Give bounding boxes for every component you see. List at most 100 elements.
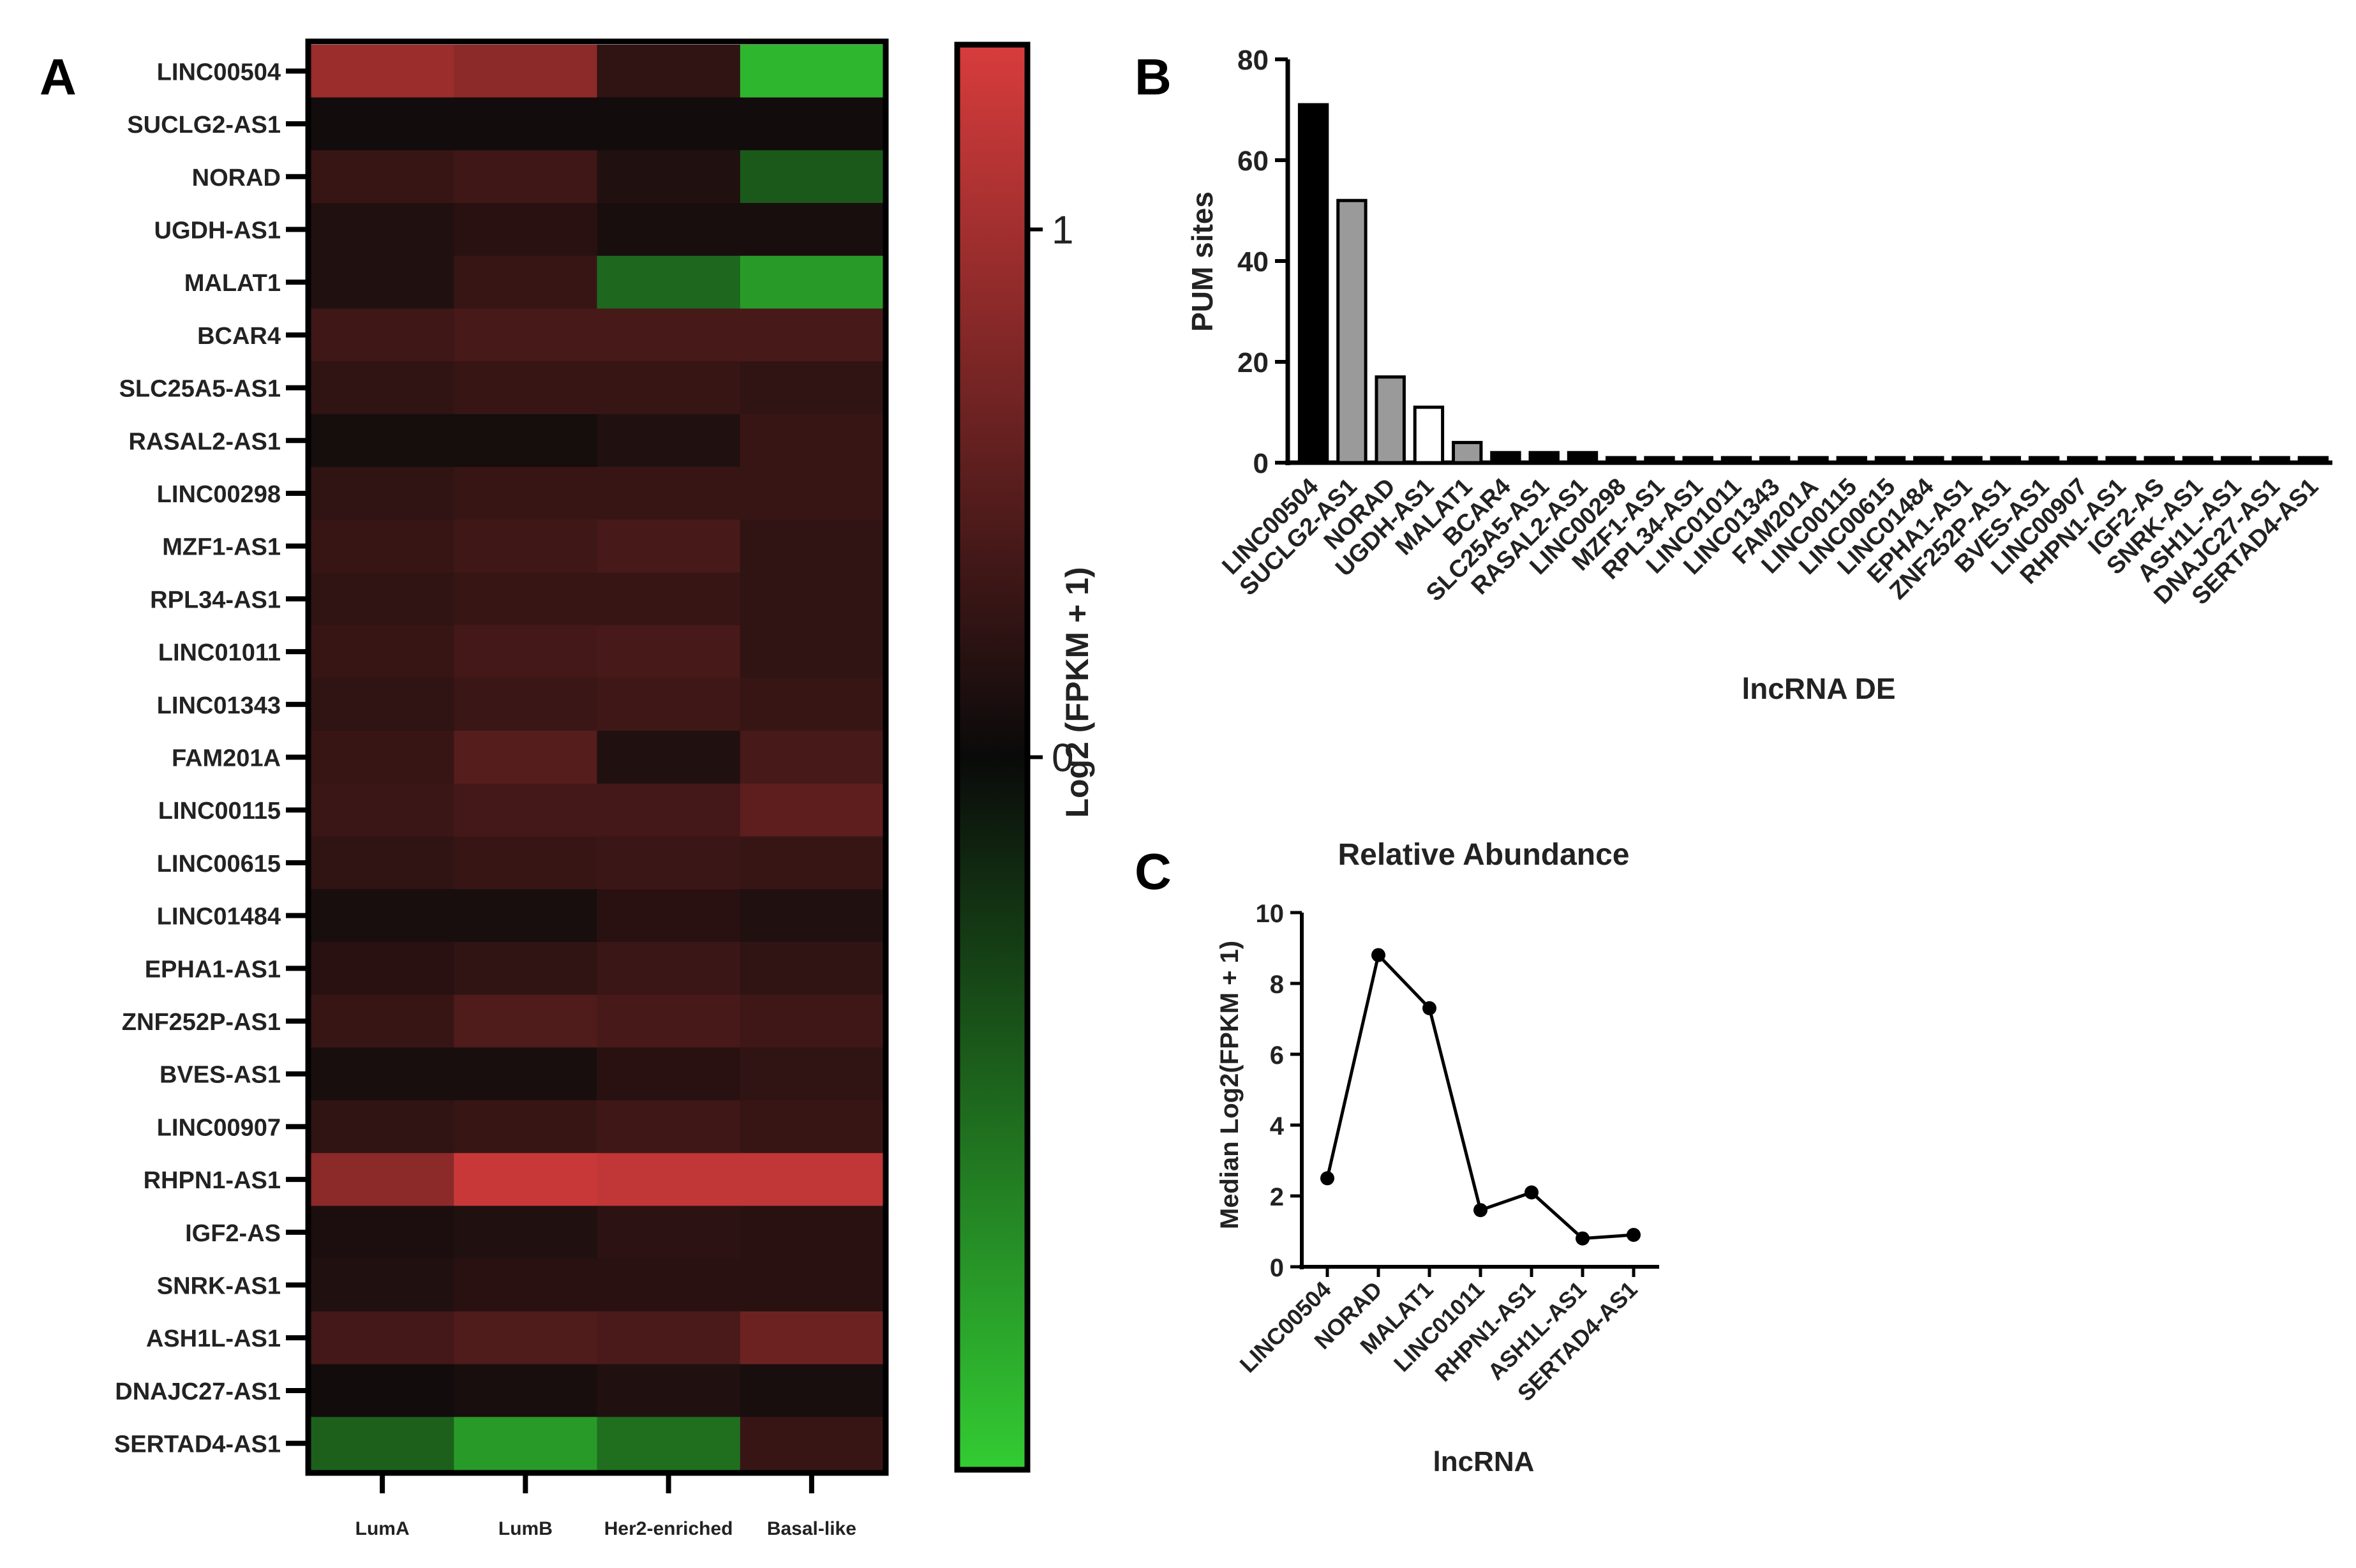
heatmap-cell [740,1047,884,1101]
heatmap-row-label: SLC25A5-AS1 [119,376,281,403]
bar [1490,451,1521,465]
heatmap-cell [740,467,884,521]
heatmap-cell [454,1364,598,1418]
bar [1913,456,1944,465]
heatmap-cell [454,414,598,468]
heatmap-cell [454,678,598,731]
heatmap-cell [311,1100,455,1154]
heatmap-row-label: UGDH-AS1 [154,217,281,244]
heatmap-row-label: LINC00907 [157,1114,281,1141]
panel-letter-a: A [40,49,77,105]
heatmap-cell [597,414,741,468]
bar [1720,456,1752,465]
heatmap-cell [740,519,884,573]
heatmap-cell [740,308,884,362]
heatmap-cell [454,467,598,521]
heatmap-row-label: BCAR4 [197,323,281,350]
heatmap-cell [597,836,741,890]
heatmap-cell [740,678,884,731]
heatmap-cell [740,783,884,837]
heatmap-row-label: SERTAD4-AS1 [114,1431,281,1458]
heatmap-row-label: DNAJC27-AS1 [115,1378,281,1405]
heatmap-cell [597,572,741,626]
line-chart-y-tick-label: 0 [1270,1254,1284,1282]
heatmap-cell [311,1417,455,1470]
line-chart-title: Relative Abundance [1338,838,1629,872]
heatmap-row-label: RHPN1-AS1 [144,1167,281,1194]
bar [1297,103,1329,465]
heatmap-cell [597,1417,741,1470]
bar-chart-x-title: lncRNA DE [1741,672,1895,705]
heatmap-cell [597,1258,741,1312]
bar [2105,456,2136,465]
heatmap-cell [454,625,598,679]
bar-chart-x-labels: LINC00504SUCLG2-AS1NORADUGDH-AS1MALAT1BC… [1217,474,2323,610]
heatmap-row-label: IGF2-AS [185,1220,281,1247]
heatmap-cell [597,731,741,784]
heatmap-cell [311,625,455,679]
heatmap-cell [454,1100,598,1154]
heatmap-cell [454,942,598,996]
heatmap-cell [597,1206,741,1259]
heatmap-cell [311,1364,455,1418]
heatmap-row-label: LINC00115 [158,798,281,825]
heatmap-cell [454,783,598,837]
colorbar-title: Log2 (FPKM + 1) [1059,567,1095,818]
heatmap-row-labels: LINC00504 SUCLG2-AS1 NORAD UGDH-AS1 MALAT1 BC… [114,59,306,1458]
heatmap-cell [454,255,598,310]
line-point [1576,1231,1590,1246]
line-chart-series [1320,948,1641,1246]
heatmap-cell [311,678,455,731]
line-chart-y-tick-label: 10 [1256,900,1285,928]
bar [2297,456,2329,465]
line-point [1473,1203,1487,1218]
bar [2182,456,2214,465]
heatmap-cell [454,150,598,204]
heatmap-cell [740,45,884,98]
heatmap-cell [740,942,884,996]
bar-chart-y-tick-label: 60 [1237,146,1269,177]
heatmap-row-label: ASH1L-AS1 [146,1325,281,1352]
heatmap-cell [740,572,884,626]
heatmap-cell [597,45,741,98]
colorbar-tick-label: 0 [1052,736,1073,780]
heatmap-cell [454,731,598,784]
heatmap-cell [597,519,741,573]
heatmap-row-label: LINC01484 [157,904,281,930]
heatmap-cell [311,1258,455,1312]
heatmap-cell [454,572,598,626]
heatmap-cell [597,308,741,362]
heatmap-column-label: Basal-like [767,1518,856,1539]
heatmap-cell [454,361,598,415]
heatmap-row-label: BVES-AS1 [160,1062,281,1089]
heatmap-cell [740,836,884,890]
heatmap-cell [597,1100,741,1154]
heatmap-row-label: RPL34-AS1 [150,586,281,613]
heatmap-cell [311,150,455,204]
line-chart-x-title: lncRNA [1433,1446,1535,1477]
heatmap-cell [454,1258,598,1312]
heatmap-cell [597,150,741,204]
heatmap-column-label: LumA [355,1518,410,1539]
heatmap-cell [311,45,455,98]
bar [1375,375,1406,465]
panel-letter-c: C [1135,843,1172,900]
heatmap-cell [597,255,741,310]
line-point [1627,1228,1641,1242]
heatmap-cell [597,942,741,996]
heatmap-cell [311,519,455,573]
heatmap-cell [311,942,455,996]
heatmap-cell [311,731,455,784]
heatmap-cell [311,1153,455,1207]
colorbar: 10 Log2 (FPKM + 1) [954,41,1095,1473]
heatmap-row-label: LINC00504 [157,59,281,86]
line-series-path [1325,952,1634,1241]
bar-chart-y-title: PUM sites [1186,191,1219,332]
heatmap-cell [311,1206,455,1259]
heatmap-cell [597,467,741,521]
heatmap-cell [740,994,884,1049]
heatmap-cell [454,889,598,943]
line-chart-y-tick-label: 2 [1270,1183,1284,1211]
heatmap-cell [740,625,884,679]
line-point [1422,1001,1436,1015]
